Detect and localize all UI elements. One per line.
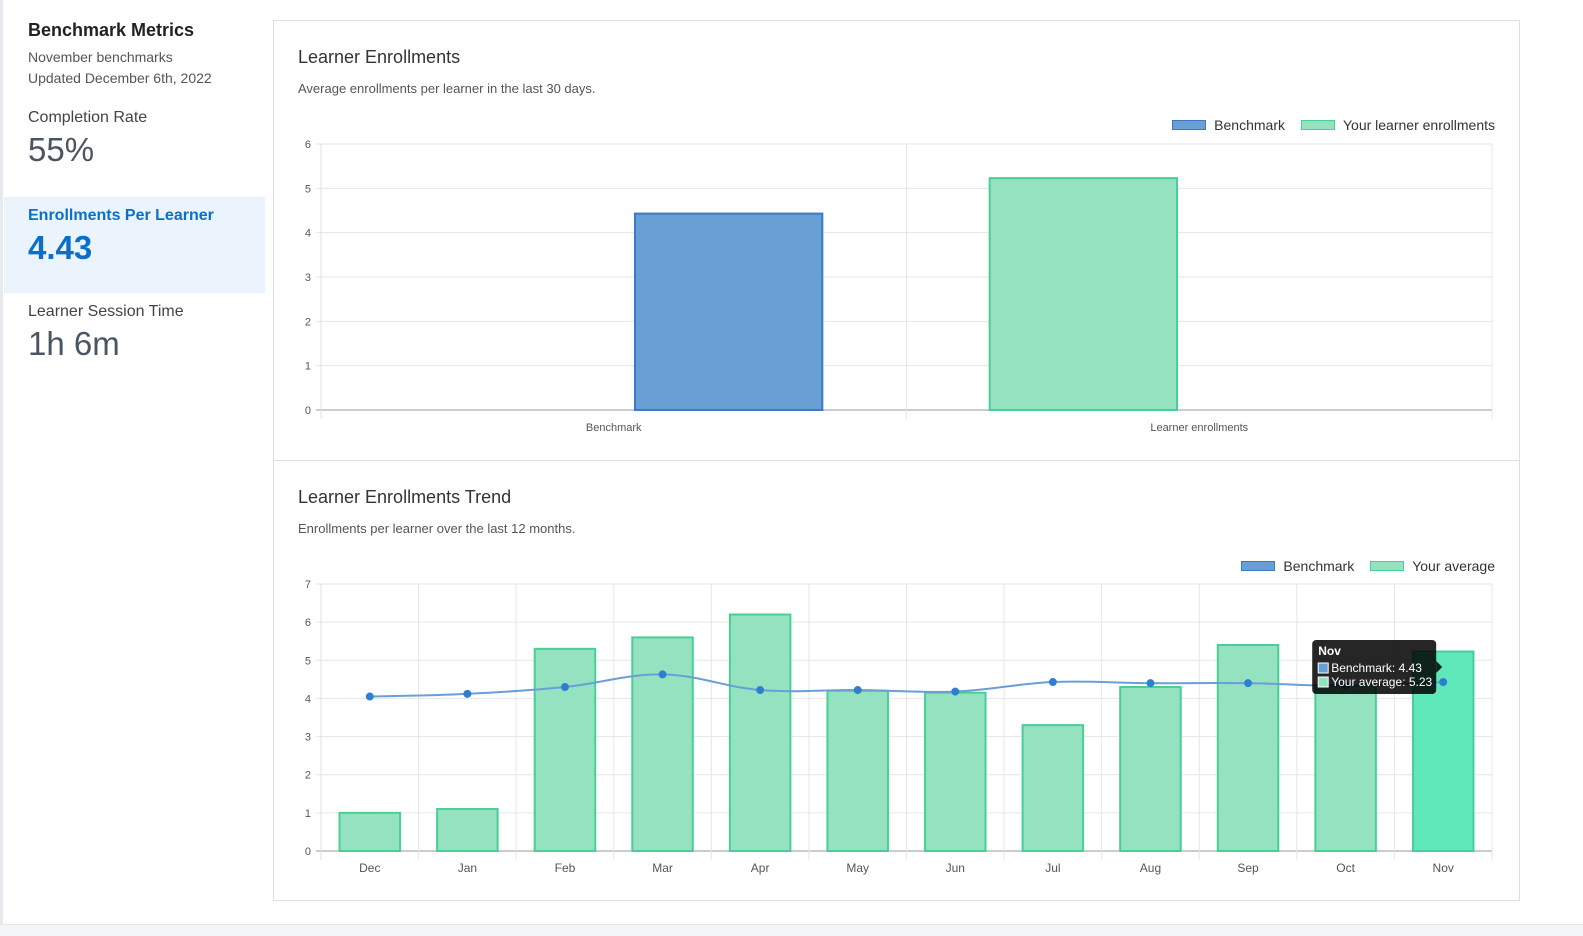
y-tick-label: 1: [305, 808, 311, 820]
bar-your-average-may: [826, 689, 889, 852]
bar-your-average-jun: [924, 691, 987, 852]
benchmark-point-may: [853, 686, 862, 695]
enrollments-bar-chart: 0 1 2 3 4 5 6 Benchmark Learner enrollments: [305, 139, 1493, 434]
benchmark-line: [369, 673, 1444, 698]
y-tick-label: 3: [305, 732, 311, 744]
bar-your-average-feb: [533, 647, 597, 852]
benchmark-point-sep: [1244, 679, 1253, 688]
legend-label: Benchmark: [1214, 117, 1285, 133]
metric-label: Enrollments Per Learner: [28, 207, 214, 224]
legend-swatch-yours: [1370, 561, 1405, 571]
metric-value: 1h 6m: [28, 325, 120, 362]
legend-label: Your learner enrollments: [1342, 117, 1495, 133]
benchmark-point-jan: [463, 689, 472, 698]
y-tick-label: 2: [305, 316, 311, 328]
legend-label: Your average: [1412, 558, 1495, 574]
x-tick-label: Benchmark: [586, 422, 642, 434]
x-tick-label: Nov: [1433, 861, 1454, 875]
metric-label: Learner Session Time: [28, 303, 184, 320]
learner-enrollments-trend-panel: Learner Enrollments Trend Enrollments pe…: [273, 460, 1520, 901]
legend-swatch-yours: [1300, 120, 1335, 130]
metric-label: Completion Rate: [28, 109, 148, 126]
benchmark-point-apr: [756, 686, 765, 695]
benchmark-point-aug: [1146, 679, 1155, 688]
x-tick-label: Feb: [555, 861, 576, 875]
y-tick-label: 7: [305, 579, 311, 591]
window-border-bottom: [0, 924, 1583, 936]
y-tick-label: 6: [305, 617, 311, 629]
legend-item-your-enrollments[interactable]: Your learner enrollments: [1300, 117, 1495, 133]
x-tick-label: Dec: [359, 861, 380, 875]
bar-your-average-jul: [1021, 724, 1085, 852]
x-tick-label: Jan: [458, 861, 477, 875]
y-tick-label: 4: [305, 693, 311, 705]
x-tick-label: Aug: [1140, 861, 1161, 875]
tooltip-caret: [1436, 661, 1443, 673]
window-border-left: [0, 0, 3, 935]
legend-swatch-benchmark: [1172, 120, 1207, 130]
metric-enrollments-per-learner[interactable]: Enrollments Per Learner 4.43: [4, 197, 265, 293]
x-tick-label: Apr: [751, 861, 770, 875]
benchmark-point-mar: [658, 670, 667, 679]
sidebar-title: Benchmark Metrics: [28, 20, 195, 40]
benchmark-point-dec: [365, 692, 374, 701]
metric-value: 55%: [28, 131, 95, 168]
tooltip-swatch-your-average: [1317, 676, 1329, 688]
panel-title: Learner Enrollments Trend: [298, 487, 512, 507]
y-tick-label: 6: [305, 139, 311, 151]
x-tick-label: Oct: [1336, 861, 1355, 875]
sidebar-subtitle: November benchmarks: [28, 49, 173, 65]
sidebar-updated-date: Updated December 6th, 2022: [28, 70, 212, 86]
bar-your-average-apr: [728, 613, 792, 852]
chart-legend: Benchmark Your average: [1241, 558, 1495, 574]
tooltip-line-your-average: Your average: 5.23: [1331, 675, 1432, 689]
panel-title: Learner Enrollments: [298, 47, 461, 67]
x-tick-label: Mar: [652, 861, 673, 875]
legend-item-benchmark[interactable]: Benchmark: [1172, 117, 1285, 133]
chart-legend: Benchmark Your learner enrollments: [1172, 117, 1495, 133]
y-tick-label: 0: [305, 405, 311, 417]
bar-your-average-mar: [631, 636, 694, 852]
benchmark-sidebar: Benchmark Metrics November benchmarks Up…: [4, 0, 265, 924]
x-tick-label: Sep: [1237, 861, 1259, 875]
x-tick-label: May: [846, 861, 869, 875]
learner-enrollments-panel: Learner Enrollments Average enrollments …: [273, 20, 1520, 461]
bar-benchmark: [633, 212, 824, 411]
tooltip-background: [1312, 640, 1437, 694]
tooltip-title: Nov: [1318, 644, 1341, 658]
y-tick-label: 0: [305, 846, 311, 858]
x-tick-label: Jul: [1045, 861, 1060, 875]
legend-swatch-benchmark: [1241, 561, 1276, 571]
y-tick-label: 3: [305, 272, 311, 284]
benchmark-point-feb: [560, 682, 569, 691]
x-tick-label: Jun: [946, 861, 965, 875]
legend-item-your-average[interactable]: Your average: [1370, 558, 1495, 574]
bar-your-average-oct: [1314, 684, 1377, 852]
panel-description: Average enrollments per learner in the l…: [298, 81, 596, 96]
benchmark-point-jun: [951, 687, 960, 696]
y-tick-label: 5: [305, 183, 311, 195]
y-tick-label: 5: [305, 655, 311, 667]
bar-your-average-jan: [436, 808, 499, 852]
panel-description: Enrollments per learner over the last 12…: [298, 521, 576, 536]
y-tick-label: 2: [305, 770, 311, 782]
legend-label: Benchmark: [1283, 558, 1355, 574]
tooltip-swatch-benchmark: [1317, 662, 1329, 674]
y-tick-label: 1: [305, 361, 311, 373]
y-tick-label: 4: [305, 228, 311, 240]
bar-your-average-aug: [1119, 685, 1182, 852]
tooltip-line-benchmark: Benchmark: 4.43: [1331, 661, 1422, 675]
bar-your-average-sep: [1216, 644, 1280, 852]
metric-completion-rate[interactable]: Completion Rate 55%: [4, 99, 265, 195]
enrollments-trend-chart: 0 1 2 3 4 5 6 7 Dec Jan Feb Mar Apr May Jun Jul Aug Sep Oc…: [305, 579, 1493, 875]
metric-value: 4.43: [28, 229, 93, 266]
benchmark-point-nov: [1439, 678, 1448, 687]
bar-learner-enrollments: [988, 177, 1179, 411]
benchmark-point-jul: [1048, 678, 1057, 687]
x-tick-label: Learner enrollments: [1150, 422, 1248, 434]
metric-learner-session-time[interactable]: Learner Session Time 1h 6m: [4, 293, 265, 389]
bar-your-average-dec: [338, 811, 402, 853]
legend-item-benchmark[interactable]: Benchmark: [1241, 558, 1354, 574]
